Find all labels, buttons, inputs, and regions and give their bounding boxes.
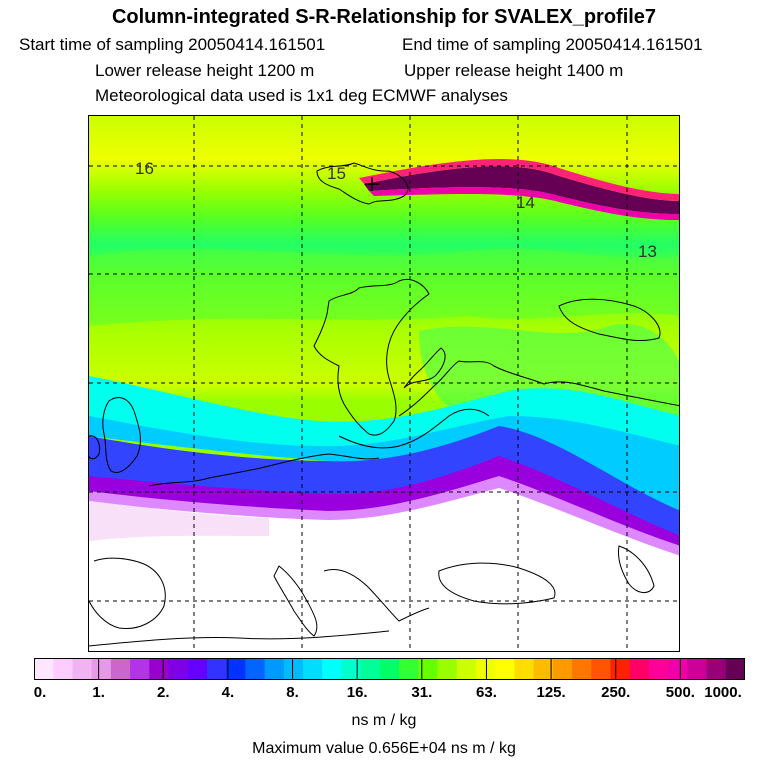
- colorbar-swatch: [572, 658, 592, 680]
- colorbar-tick-label: 500.: [665, 684, 695, 701]
- colorbar-swatch: [687, 658, 708, 680]
- colorbar-swatch: [226, 658, 246, 680]
- field-green-band: [89, 248, 679, 326]
- coastline-north-africa: [89, 630, 390, 647]
- colorbar-tick-label: 125.: [536, 684, 566, 701]
- colorbar-swatch: [264, 658, 285, 680]
- colorbar-swatch: [245, 658, 266, 680]
- release-site-marker: [365, 177, 379, 191]
- colorbar-swatch: [437, 658, 458, 680]
- colorbar-swatch: [418, 658, 439, 680]
- coastline-baltic: [338, 408, 490, 449]
- contour-label-16: 16: [135, 159, 154, 178]
- colorbar-swatch: [72, 658, 93, 680]
- coastline-italy: [273, 565, 318, 637]
- colorbar-swatch: [360, 658, 381, 680]
- coastline-balkans: [323, 569, 430, 622]
- coastline-gulf: [403, 347, 446, 389]
- coastline-black-sea: [438, 562, 556, 605]
- coastline-white-sea: [558, 298, 661, 341]
- end-time-text: End time of sampling 20050414.161501: [402, 35, 703, 54]
- map-svg: 16 15 14 13: [89, 116, 679, 651]
- colorbar-swatch: [399, 658, 419, 680]
- contour-label-13: 13: [638, 242, 657, 261]
- colorbar-swatch: [168, 658, 189, 680]
- colorbar-swatch: [456, 658, 477, 680]
- colorbar-swatch: [648, 658, 669, 680]
- coastlines: [89, 162, 679, 647]
- colorbar-swatch: [91, 658, 112, 680]
- coastline-caspian: [618, 545, 655, 593]
- colorbar-swatch: [206, 658, 227, 680]
- colorbar-swatch: [495, 658, 515, 680]
- colorbar-tick-label: 8.: [286, 684, 299, 701]
- grid-lines: [89, 116, 679, 651]
- coastline-ireland: [89, 435, 100, 460]
- colorbar-swatch: [110, 658, 131, 680]
- colorbar-swatch: [149, 658, 170, 680]
- field-plume-edge-lower: [369, 187, 679, 220]
- coastline-finland-russia: [398, 360, 679, 417]
- colorbar-swatch: [591, 658, 611, 680]
- colorbar-swatch: [610, 658, 631, 680]
- colorbar-tick-label: 1.: [92, 684, 105, 701]
- colorbar-swatch: [283, 658, 304, 680]
- colorbar-swatch: [629, 658, 650, 680]
- colorbar-swatch: [514, 658, 535, 680]
- colorbar-swatch: [533, 658, 554, 680]
- colorbar-swatch: [53, 658, 73, 680]
- colorbar-tick-label: 16.: [346, 684, 368, 701]
- colorbar-swatch: [706, 658, 727, 680]
- colorbar-border: [34, 658, 745, 680]
- coastline-uk: [102, 397, 141, 473]
- colorbar-swatch: [187, 658, 208, 680]
- colorbar-tick-label: 1000.: [704, 684, 742, 701]
- colorbar-swatch: [34, 658, 54, 680]
- upper-release-text: Upper release height 1400 m: [404, 61, 624, 80]
- field-violet-band: [89, 456, 679, 556]
- colorbar-tick-label: 4.: [221, 684, 235, 701]
- units-label: ns m / kg: [351, 712, 417, 729]
- colorbar-svg: [34, 658, 746, 680]
- coastline-europe: [148, 453, 380, 487]
- colorbar-swatch: [379, 658, 400, 680]
- coastline-svalbard: [316, 162, 409, 205]
- start-time-text: Start time of sampling 20050414.161501: [19, 35, 326, 54]
- colorbar-tick-label: 2.: [157, 684, 170, 701]
- colorbar-tick-label: 250.: [601, 684, 631, 701]
- colorbar-swatch: [552, 658, 573, 680]
- colorbar-swatch: [303, 658, 323, 680]
- field-pink-fringe: [89, 501, 269, 541]
- colorbar: [34, 658, 746, 680]
- field-plume: [364, 166, 679, 214]
- met-data-text: Meteorological data used is 1x1 deg ECMW…: [95, 86, 508, 105]
- colorbar-tick-label: 0.: [33, 684, 47, 701]
- contour-label-14: 14: [516, 193, 535, 212]
- colorbar-tick-label: 63.: [476, 684, 497, 701]
- colorbar-tick-label: 31.: [411, 684, 433, 701]
- plot-title: Column-integrated S-R-Relationship for S…: [111, 6, 657, 28]
- colorbar-swatch: [475, 658, 496, 680]
- field-blue-band: [89, 426, 679, 546]
- coastline-scandinavia: [313, 279, 430, 436]
- colorbar-swatch: [341, 658, 362, 680]
- colorbar-swatch: [130, 658, 150, 680]
- colorbar-swatch: [725, 658, 746, 680]
- contour-label-15: 15: [327, 164, 346, 183]
- max-value-label: Maximum value 0.656E+04 ns m / kg: [252, 740, 516, 757]
- map-panel: 16 15 14 13: [88, 115, 680, 652]
- colorbar-swatch: [322, 658, 342, 680]
- colorbar-swatch: [668, 658, 688, 680]
- lower-release-text: Lower release height 1200 m: [95, 61, 315, 80]
- coastline-iberia: [89, 557, 166, 630]
- field-plume-edge: [359, 159, 679, 201]
